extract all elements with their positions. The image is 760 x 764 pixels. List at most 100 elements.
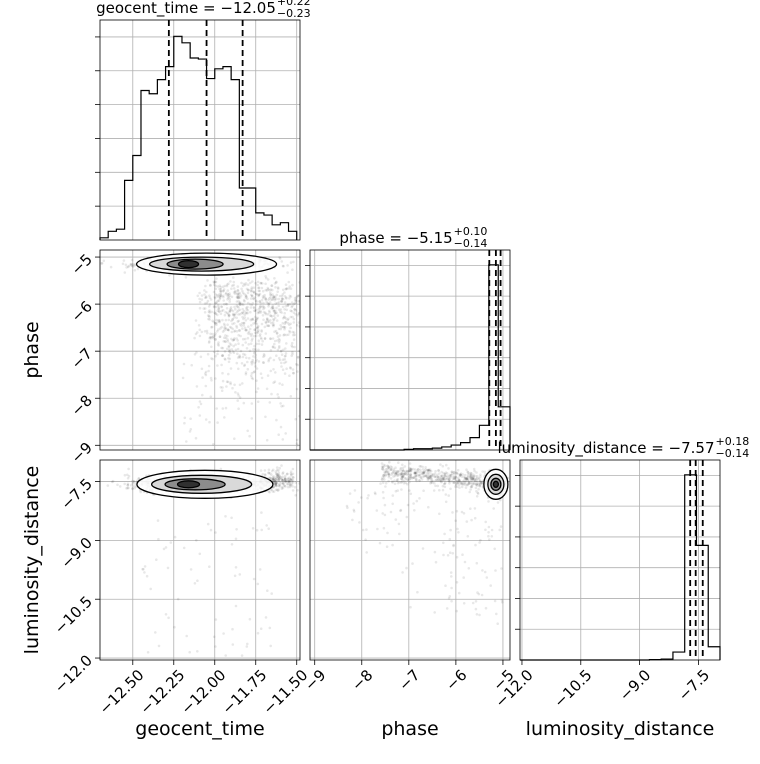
sample-point (274, 483, 278, 487)
sample-point (209, 336, 213, 340)
sample-point (425, 475, 429, 479)
sample-point (271, 295, 275, 298)
sample-point (383, 513, 387, 517)
sample-point (465, 477, 468, 481)
sample-point (283, 372, 287, 375)
sample-point (219, 327, 222, 330)
sample-point (409, 476, 413, 479)
sample-point (389, 477, 393, 480)
sample-point (281, 305, 285, 309)
sample-point (224, 406, 228, 410)
sample-point (253, 328, 257, 332)
sample-point (249, 281, 252, 285)
sample-point (292, 371, 295, 375)
sample-point (471, 477, 475, 481)
sample-point (284, 432, 288, 435)
sample-point (443, 478, 446, 482)
sample-point (284, 287, 288, 291)
sample-point (198, 300, 202, 304)
sample-point (196, 331, 199, 334)
sample-point (244, 329, 248, 332)
sample-point (263, 354, 266, 357)
sample-point (470, 485, 474, 488)
sample-point (255, 390, 258, 394)
sample-point (291, 345, 294, 349)
sample-point (448, 480, 452, 483)
sample-point (417, 468, 420, 471)
sample-point (237, 367, 240, 371)
sample-point (284, 480, 288, 484)
sample-point (399, 509, 402, 513)
sample-point (265, 387, 269, 391)
sample-point (474, 543, 477, 547)
sample-point (268, 476, 272, 480)
sample-point (203, 296, 207, 300)
sample-point (248, 327, 252, 331)
sample-point (210, 357, 213, 360)
sample-point (233, 305, 236, 309)
sample-point (253, 328, 257, 332)
sample-point (267, 324, 270, 328)
sample-point (401, 466, 405, 470)
sample-point (468, 490, 472, 494)
sample-point (283, 322, 287, 326)
sample-point (401, 468, 405, 472)
sample-point (410, 467, 413, 471)
sample-point (415, 473, 419, 477)
sample-point (394, 489, 398, 493)
sample-point (269, 314, 273, 318)
sample-point (238, 573, 242, 576)
sample-point (473, 479, 477, 482)
sample-point (146, 651, 150, 654)
sample-point (291, 485, 294, 488)
sample-point (413, 471, 417, 474)
sample-point (129, 263, 132, 266)
sample-point (430, 474, 433, 478)
sample-point (433, 475, 437, 478)
sample-point (432, 473, 435, 476)
sample-point (290, 309, 294, 313)
sample-point (224, 292, 228, 296)
sample-point (183, 421, 186, 425)
sample-point (204, 418, 208, 421)
sample-point (417, 474, 421, 478)
sample-point (281, 358, 285, 362)
sample-point (230, 295, 234, 299)
sample-point (442, 471, 445, 475)
sample-point (224, 326, 227, 330)
sample-point (448, 474, 452, 478)
sample-point (381, 481, 385, 485)
sample-point (195, 351, 198, 354)
sample-point (458, 474, 462, 478)
sample-point (427, 468, 431, 472)
sample-point (281, 486, 285, 490)
sample-point (213, 302, 217, 306)
sample-point (466, 473, 470, 476)
sample-point (274, 484, 277, 487)
sample-point (455, 581, 459, 584)
sample-point (467, 481, 471, 484)
sample-point (237, 407, 240, 411)
y-axis-label-phase: phase (21, 321, 43, 378)
sample-point (243, 363, 247, 367)
sample-point (218, 320, 221, 324)
sample-point (275, 488, 279, 492)
sample-point (283, 361, 286, 365)
sample-point (455, 509, 459, 513)
sample-point (409, 473, 412, 477)
sample-point (483, 472, 487, 476)
sample-point (474, 607, 478, 611)
density-contour-3 (177, 259, 200, 269)
sample-point (473, 481, 476, 485)
sample-point (283, 316, 286, 319)
sample-point (278, 334, 282, 337)
sample-point (388, 466, 391, 470)
sample-point (274, 476, 278, 479)
sample-point (267, 468, 271, 472)
sample-point (217, 344, 220, 347)
sample-point (222, 340, 225, 343)
sample-point (271, 345, 275, 349)
sample-point (257, 286, 261, 290)
sample-point (424, 466, 427, 469)
sample-point (493, 547, 497, 551)
